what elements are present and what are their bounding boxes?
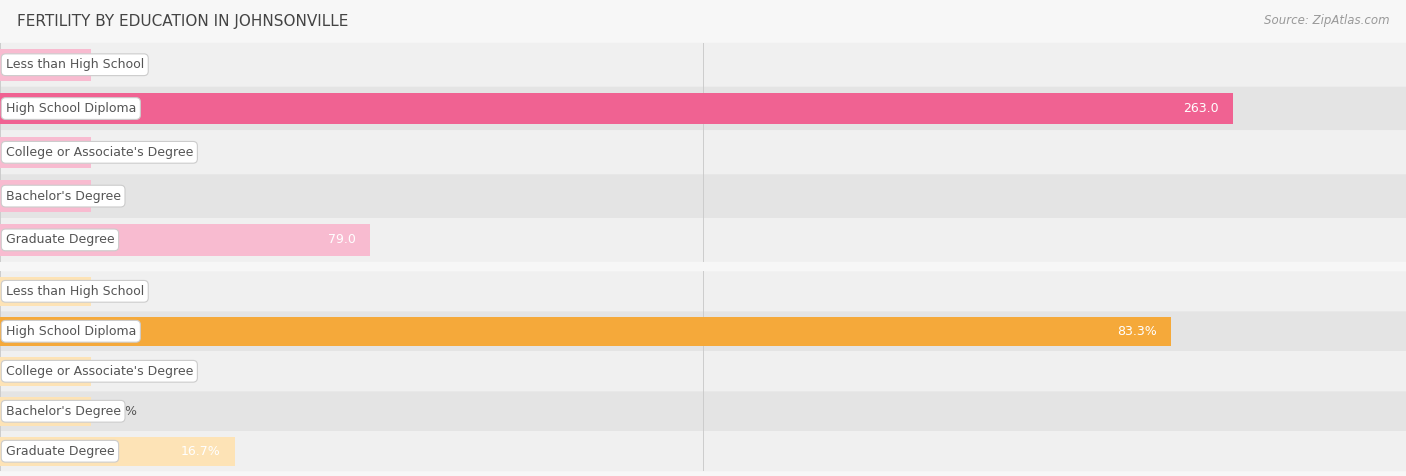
- Text: College or Associate's Degree: College or Associate's Degree: [6, 365, 193, 378]
- Text: 79.0: 79.0: [329, 233, 356, 247]
- FancyBboxPatch shape: [0, 311, 1406, 351]
- Text: 0.0%: 0.0%: [105, 405, 138, 418]
- Text: 0.0: 0.0: [105, 58, 125, 71]
- Text: 0.0%: 0.0%: [105, 365, 138, 378]
- FancyBboxPatch shape: [0, 271, 1406, 311]
- Text: 0.0: 0.0: [105, 189, 125, 203]
- Text: 0.0: 0.0: [105, 146, 125, 159]
- Text: High School Diploma: High School Diploma: [6, 102, 136, 115]
- Bar: [0, 224, 370, 256]
- Bar: [0, 137, 91, 168]
- Bar: [0, 397, 91, 426]
- FancyBboxPatch shape: [0, 218, 1406, 262]
- Bar: [0, 49, 91, 80]
- Bar: [0, 93, 1233, 124]
- Text: Less than High School: Less than High School: [6, 58, 143, 71]
- Text: College or Associate's Degree: College or Associate's Degree: [6, 146, 193, 159]
- FancyBboxPatch shape: [0, 391, 1406, 431]
- Bar: [0, 277, 91, 306]
- FancyBboxPatch shape: [0, 43, 1406, 87]
- Bar: [0, 180, 91, 212]
- FancyBboxPatch shape: [0, 351, 1406, 391]
- Text: FERTILITY BY EDUCATION IN JOHNSONVILLE: FERTILITY BY EDUCATION IN JOHNSONVILLE: [17, 14, 349, 30]
- Text: 263.0: 263.0: [1182, 102, 1219, 115]
- FancyBboxPatch shape: [0, 87, 1406, 130]
- Bar: [0, 437, 235, 466]
- Bar: [0, 317, 1171, 346]
- Text: Bachelor's Degree: Bachelor's Degree: [6, 405, 121, 418]
- Text: Less than High School: Less than High School: [6, 285, 143, 298]
- Bar: [0, 357, 91, 386]
- Text: Bachelor's Degree: Bachelor's Degree: [6, 189, 121, 203]
- Text: High School Diploma: High School Diploma: [6, 325, 136, 338]
- FancyBboxPatch shape: [0, 130, 1406, 174]
- FancyBboxPatch shape: [0, 431, 1406, 471]
- Text: 83.3%: 83.3%: [1118, 325, 1157, 338]
- FancyBboxPatch shape: [0, 174, 1406, 218]
- Text: 0.0%: 0.0%: [105, 285, 138, 298]
- Text: 16.7%: 16.7%: [181, 445, 221, 458]
- Text: Graduate Degree: Graduate Degree: [6, 233, 114, 247]
- Text: Source: ZipAtlas.com: Source: ZipAtlas.com: [1264, 14, 1389, 27]
- Text: Graduate Degree: Graduate Degree: [6, 445, 114, 458]
